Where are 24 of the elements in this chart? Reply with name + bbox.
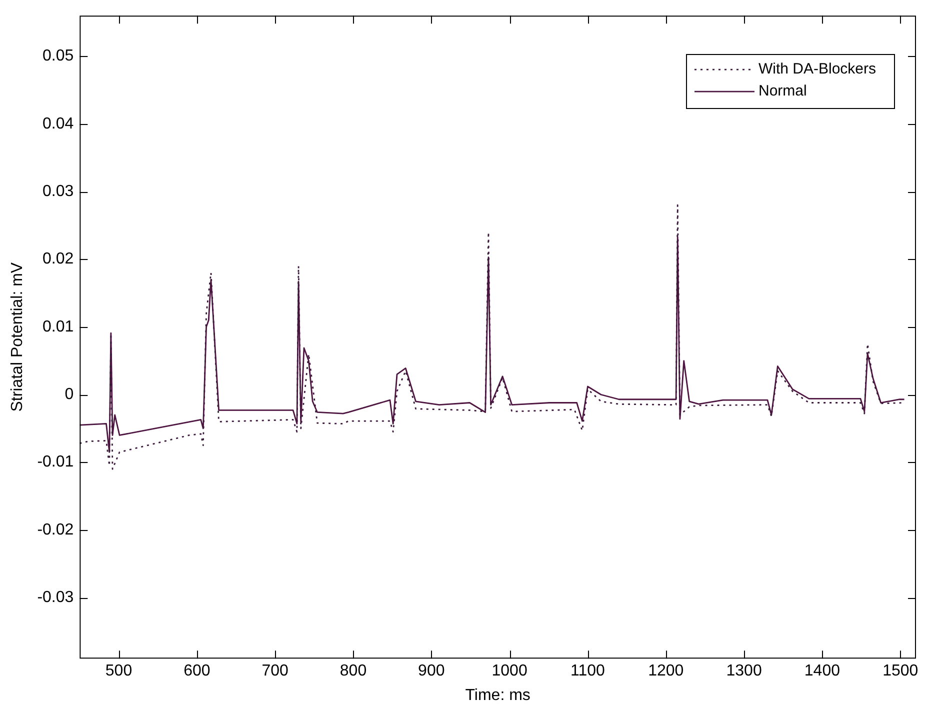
legend-label: With DA-Blockers [758, 60, 876, 78]
x-tick-label: 1300 [726, 662, 762, 680]
x-tick-label: 1100 [570, 662, 606, 680]
y-tick-label: 0.02 [42, 250, 74, 268]
legend-label: Normal [758, 82, 807, 100]
x-tick-label: 1000 [492, 662, 528, 680]
x-tick-label: 700 [262, 662, 289, 680]
x-axis-title: Time: ms [465, 686, 530, 704]
x-tick-label: 600 [184, 662, 210, 680]
x-tick-label: 500 [105, 662, 132, 680]
y-tick-label: 0 [64, 386, 74, 404]
x-tick-label: 1400 [804, 662, 840, 680]
x-tick-label: 1200 [648, 662, 684, 680]
x-tick-label: 900 [418, 662, 445, 680]
y-axis-title: Striatal Potential: mV [9, 262, 26, 412]
y-tick-label: 0.04 [42, 115, 74, 132]
y-tick-label: -0.03 [37, 589, 74, 606]
x-tick-label: 1500 [882, 662, 918, 680]
x-tick-label: 800 [340, 662, 367, 680]
y-tick-label: -0.01 [37, 454, 74, 471]
y-tick-label: 0.03 [42, 182, 74, 200]
y-tick-label: -0.02 [37, 521, 74, 538]
y-tick-label: 0.05 [42, 48, 74, 65]
y-tick-label: 0.01 [42, 318, 74, 336]
